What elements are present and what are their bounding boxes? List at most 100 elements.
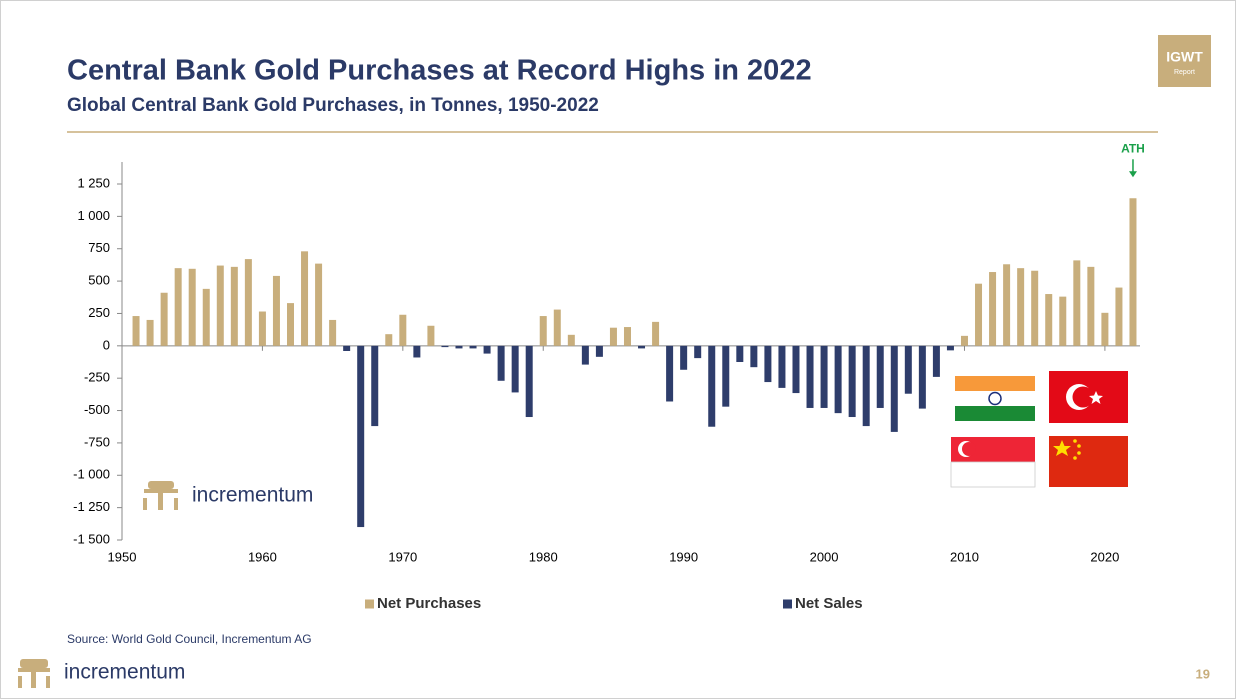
bar <box>806 345 814 408</box>
bar <box>315 263 323 346</box>
chart-subtitle: Global Central Bank Gold Purchases, in T… <box>67 95 599 116</box>
y-tick-label: -500 <box>84 402 110 417</box>
bar <box>1031 270 1039 346</box>
bar <box>146 319 154 346</box>
bar <box>272 275 280 346</box>
bar <box>1017 268 1025 346</box>
bar <box>932 345 940 377</box>
footer-icon <box>18 659 50 688</box>
bar <box>609 327 617 346</box>
bar <box>722 345 730 407</box>
bar <box>511 345 519 393</box>
bar <box>848 345 856 418</box>
flag-china <box>1049 436 1128 487</box>
bar <box>975 283 983 346</box>
y-tick-label: 250 <box>88 305 110 320</box>
bar <box>567 334 575 346</box>
bar <box>258 311 266 346</box>
bar <box>666 345 674 402</box>
flag-turkey <box>1049 371 1128 423</box>
bar <box>427 325 435 346</box>
chart-title: Central Bank Gold Purchases at Record Hi… <box>67 55 812 87</box>
bar <box>1087 266 1095 346</box>
bar <box>244 259 252 346</box>
x-tick-label: 2010 <box>950 549 979 564</box>
logo-title: IGWT <box>1166 49 1203 65</box>
bar <box>736 345 744 363</box>
bar <box>708 345 716 427</box>
bar <box>553 309 561 346</box>
flag-india <box>955 376 1035 421</box>
x-tick-label: 2000 <box>810 549 839 564</box>
bar <box>399 314 407 346</box>
bar <box>455 345 463 349</box>
bar <box>202 288 210 346</box>
bar <box>918 345 926 409</box>
bar <box>413 345 421 358</box>
bar <box>230 266 238 346</box>
bar <box>652 321 660 346</box>
bar <box>680 345 688 370</box>
annotation-arrowhead <box>1128 171 1137 178</box>
x-tick-label: 1990 <box>669 549 698 564</box>
y-tick-label: 0 <box>103 337 110 352</box>
x-tick-label: 2020 <box>1090 549 1119 564</box>
bar <box>329 319 337 346</box>
bar <box>638 345 646 349</box>
bar <box>1045 294 1053 346</box>
bar <box>357 345 365 528</box>
bar <box>820 345 828 408</box>
bar <box>385 334 393 346</box>
bar <box>1003 264 1011 346</box>
bar <box>792 345 800 394</box>
bar <box>525 345 533 418</box>
y-tick-label: 750 <box>88 240 110 255</box>
brand-name: incrementum <box>192 484 313 507</box>
bar <box>595 345 603 357</box>
y-tick-label: 1 000 <box>77 208 110 223</box>
bar <box>160 292 168 346</box>
legend-swatch <box>365 599 374 609</box>
bar <box>989 272 997 346</box>
y-tick-label: -1 500 <box>73 531 110 546</box>
bar <box>876 345 884 408</box>
legend-swatch <box>783 599 792 609</box>
bar <box>764 345 772 383</box>
bar <box>862 345 870 427</box>
bar <box>188 268 196 346</box>
bar <box>1129 198 1137 346</box>
bar <box>441 345 449 348</box>
bar <box>750 345 758 368</box>
x-tick-label: 1950 <box>108 549 137 564</box>
bar <box>694 345 702 359</box>
bar <box>469 345 477 349</box>
bar <box>216 265 224 346</box>
bar <box>1073 260 1081 346</box>
bar <box>286 303 294 346</box>
y-tick-label: -250 <box>84 370 110 385</box>
bar <box>483 345 491 354</box>
bar <box>960 335 968 346</box>
bar <box>890 345 898 432</box>
bar <box>1101 312 1109 346</box>
bar <box>174 268 182 346</box>
legend-label: Net Sales <box>795 595 863 612</box>
bar <box>497 345 505 381</box>
bar <box>1115 287 1123 346</box>
bar <box>834 345 842 414</box>
bar <box>1059 296 1067 346</box>
bar <box>301 251 309 346</box>
page-number: 19 <box>1196 666 1210 681</box>
legend-label: Net Purchases <box>377 595 481 612</box>
bar <box>778 345 786 388</box>
bar <box>371 345 379 427</box>
igwt-logo <box>1158 35 1211 87</box>
logo-subtitle: Report <box>1174 69 1195 76</box>
bar <box>539 316 547 346</box>
y-tick-label: 500 <box>88 273 110 288</box>
y-tick-label: -750 <box>84 434 110 449</box>
x-tick-label: 1960 <box>248 549 277 564</box>
y-tick-label: -1 000 <box>73 467 110 482</box>
